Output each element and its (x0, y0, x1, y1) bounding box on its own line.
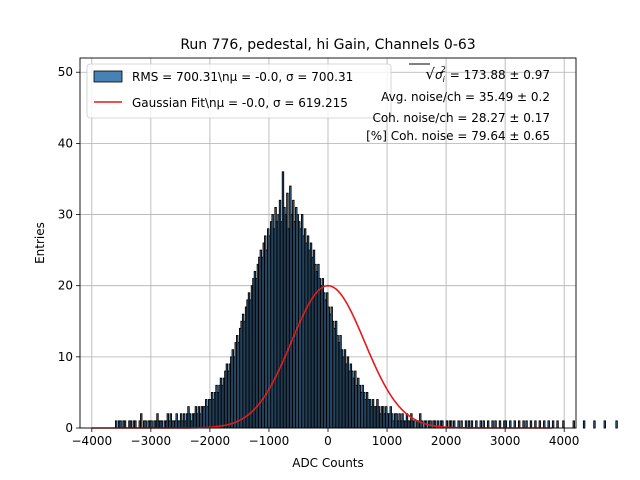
legend-swatch-rms (93, 70, 123, 83)
annotation-coh-percent: [%] Coh. noise = 79.64 ± 0.65 (366, 129, 550, 143)
y-tick-label: 40 (58, 136, 73, 150)
annotation-sqrt-sign: √ (425, 65, 435, 83)
annotation-avg-noise: Avg. noise/ch = 35.49 ± 0.2 (381, 90, 550, 104)
histogram-bar (134, 420, 137, 429)
histogram-bar (547, 420, 550, 429)
histogram-bar (123, 420, 127, 429)
x-tick-label: 1000 (372, 434, 403, 448)
histogram-bar (119, 420, 122, 429)
histogram-bar (433, 420, 437, 429)
x-tick-label: −3000 (131, 434, 172, 448)
y-tick-label: 30 (58, 208, 73, 222)
x-tick-label: −2000 (190, 434, 231, 448)
histogram-bar (491, 420, 494, 429)
histogram-bar (498, 420, 502, 429)
legend-frame (86, 63, 392, 119)
legend-label-rms: RMS = 700.31\nμ = -0.0, σ = 700.31 (132, 70, 353, 84)
legend: RMS = 700.31\nμ = -0.0, σ = 700.31 Gauss… (86, 63, 392, 119)
histogram-bar (593, 420, 596, 429)
histogram-bar (525, 420, 528, 429)
noise-annotations: √σi2 = 173.88 ± 0.97 Avg. noise/ch = 35.… (366, 63, 550, 143)
y-tick-label: 10 (58, 350, 73, 364)
histogram-bar (615, 420, 618, 429)
annotation-coh-noise: Coh. noise/ch = 28.27 ± 0.17 (372, 111, 550, 125)
histogram-bar (460, 420, 463, 429)
histogram-bar (551, 420, 555, 429)
histogram-bar (582, 420, 586, 429)
histogram-bar (534, 420, 537, 429)
histogram-bar (150, 420, 153, 429)
histogram-bar (160, 420, 164, 429)
annotation-sigma-superscript: 2 (441, 65, 446, 74)
chart-title: Run 776, pedestal, hi Gain, Channels 0-6… (180, 37, 475, 53)
histogram-bar (479, 420, 482, 429)
y-tick-label: 50 (58, 65, 73, 79)
x-axis-ticks: −4000 −3000 −2000 −1000 0 1000 2000 3000 4000 (72, 428, 580, 448)
histogram-bar (603, 420, 606, 429)
histogram-bar (572, 420, 575, 429)
x-tick-label: 3000 (490, 434, 521, 448)
x-tick-label: −1000 (249, 434, 290, 448)
histogram-bar (114, 420, 118, 429)
histogram-bar (517, 420, 521, 429)
histogram-bar (513, 420, 516, 429)
annotation-total-value: = 173.88 ± 0.97 (446, 68, 550, 82)
histogram-bar (556, 420, 559, 429)
histogram-bar (413, 420, 416, 429)
histogram-bar (129, 420, 133, 429)
y-axis-ticks: 0 10 20 30 40 50 (58, 65, 80, 435)
histogram-bar (475, 420, 478, 429)
histogram-bar (464, 420, 468, 429)
annotation-sigma-subscript: i (443, 75, 446, 84)
y-axis-label: Entries (33, 222, 47, 264)
y-tick-label: 20 (58, 279, 73, 293)
x-tick-label: −4000 (72, 434, 113, 448)
histogram-bar (538, 420, 542, 429)
histogram-bar (543, 420, 546, 429)
histogram-bar (457, 420, 460, 429)
histogram-bar (494, 420, 497, 429)
x-axis-label: ADC Counts (292, 456, 364, 470)
legend-label-fit: Gaussian Fit\nμ = -0.0, σ = 619.215 (132, 96, 348, 110)
y-tick-label: 0 (65, 421, 73, 435)
histogram-bar (470, 420, 474, 429)
x-tick-label: 2000 (431, 434, 462, 448)
histogram-bar (467, 420, 471, 429)
annotation-total-noise: √σi2 = 173.88 ± 0.97 (425, 65, 550, 84)
histogram-bar (509, 420, 512, 429)
histogram-bar (562, 420, 565, 429)
histogram-bar (504, 420, 508, 429)
histogram-bar (144, 420, 147, 429)
annotation-sigma-symbol: σ (435, 68, 443, 82)
histogram-bar (522, 420, 525, 429)
histogram-bar (486, 420, 490, 429)
histogram-bar (140, 413, 143, 429)
x-tick-label: 0 (324, 434, 332, 448)
x-tick-label: 4000 (549, 434, 580, 448)
histogram-bar (482, 420, 485, 429)
histogram-bar (529, 420, 533, 429)
